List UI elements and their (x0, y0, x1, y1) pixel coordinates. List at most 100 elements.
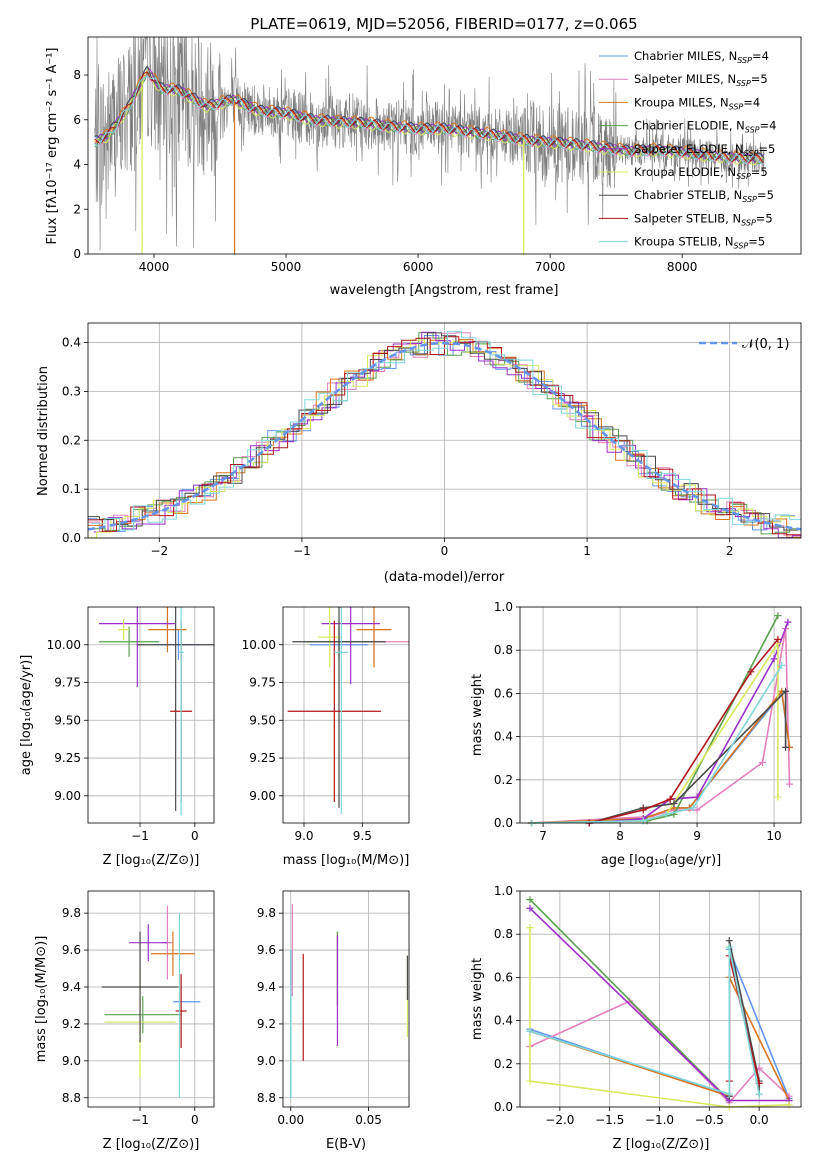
mass-weight-line (589, 621, 789, 824)
y-tick-label: 0.1 (62, 482, 81, 496)
mass-vs-ebv-panel: E(B-V) 0.00 0.05 8.8 9.0 9.2 9.4 9.6 9.8 (257, 890, 410, 1152)
y-tick-label: 9.2 (62, 1017, 81, 1031)
age-mass-axes (282, 606, 410, 824)
mass-weight-marker (693, 806, 701, 814)
y-tick-label: 4 (73, 158, 81, 172)
x-tick-label: 0.00 (277, 1113, 304, 1127)
y-tick-label: 9.00 (54, 789, 81, 803)
weight-age-axes (519, 606, 802, 824)
x-tick-label: 7 (539, 829, 547, 843)
age-z-axes (87, 606, 215, 824)
age-vs-z-panel: Z [log₁₀(Z/Z⊙)] age [log₁₀(age/yr)] −1 0 9… (19, 606, 215, 868)
weight-age-ylabel: mass weight (470, 674, 485, 756)
mass-weight-line (529, 927, 790, 1108)
model-spectrum-line (94, 66, 765, 162)
y-tick-label: 9.0 (62, 1054, 81, 1068)
x-tick-label: 1 (583, 544, 591, 558)
mass-weight-marker (689, 804, 697, 812)
weight-z-xlabel: Z [log₁₀(Z/Z⊙)] (613, 1137, 710, 1152)
y-tick-label: 0.0 (494, 816, 513, 830)
spectrum-axes (87, 36, 802, 255)
y-tick-label: 1.0 (494, 884, 513, 898)
mass-weight-marker (526, 1027, 534, 1035)
x-tick-label: 0.05 (355, 1113, 382, 1127)
y-tick-label: 8 (73, 68, 81, 82)
y-tick-label: 8.8 (257, 1091, 276, 1105)
residual-axes (87, 322, 802, 539)
x-tick-label: 0.0 (750, 1113, 769, 1127)
y-tick-label: 9.50 (54, 713, 81, 727)
y-tick-label: 0.2 (494, 773, 513, 787)
age-z-ylabel: age [log₁₀(age/yr)] (19, 655, 34, 776)
age-vs-mass-panel: mass [log₁₀(M/M⊙)] 9.0 9.5 9.00 9.25 9.50 9.7… (242, 606, 410, 868)
mass-z-xlabel: Z [log₁₀(Z/Z⊙)] (103, 1137, 200, 1152)
y-tick-label: 0.0 (494, 1100, 513, 1114)
mass-ebv-axes (282, 890, 410, 1108)
y-tick-label: 9.2 (257, 1017, 276, 1031)
legend-label: Chabrier MILES, NSSP=4 (634, 49, 769, 65)
mass-weight-marker (526, 896, 534, 904)
model-spectrum-line (94, 75, 765, 165)
gaussian-curve (87, 341, 802, 531)
y-tick-label: 2 (73, 202, 81, 216)
y-tick-label: 10.00 (242, 638, 276, 652)
mass-weight-marker (526, 904, 534, 912)
mass-weight-marker (526, 1077, 534, 1085)
x-tick-label: −1.0 (645, 1113, 674, 1127)
y-tick-label: 9.25 (54, 751, 81, 765)
y-tick-label: 9.50 (249, 713, 276, 727)
legend-label: Chabrier ELODIE, NSSP=4 (634, 119, 776, 135)
mass-weight-marker (774, 793, 782, 801)
y-tick-label: 9.4 (257, 980, 276, 994)
mass-weight-marker (666, 795, 674, 803)
age-z-xlabel: Z [log₁₀(Z/Z⊙)] (103, 853, 200, 868)
y-tick-label: 9.0 (257, 1054, 276, 1068)
y-tick-label: 9.8 (62, 906, 81, 920)
x-tick-label: −2 (150, 544, 168, 558)
model-spectrum-line (94, 68, 765, 166)
mass-weight-marker (639, 806, 647, 814)
y-tick-label: 0.4 (494, 1014, 513, 1028)
mass-z-axes (87, 890, 215, 1108)
x-tick-label: −1.5 (595, 1113, 624, 1127)
legend-label: Kroupa STELIB, NSSP=5 (634, 235, 765, 251)
gaussian-legend-label: 𝒩(0, 1) (742, 337, 789, 352)
mass-weight-marker (725, 1090, 733, 1098)
y-tick-label: 9.6 (257, 943, 276, 957)
y-tick-label: 10.00 (47, 638, 81, 652)
model-spectrum-line (94, 71, 765, 164)
x-tick-label: −1 (131, 1113, 149, 1127)
spectrum-xlabel: wavelength [Angstrom, rest frame] (330, 283, 559, 298)
residual-histogram (90, 331, 801, 531)
y-tick-label: 9.4 (62, 980, 81, 994)
weight-age-xlabel: age [log₁₀(age/yr)] (601, 853, 722, 868)
spectrum-title: PLATE=0619, MJD=52056, FIBERID=0177, z=0… (250, 15, 637, 33)
y-tick-label: 0.4 (494, 730, 513, 744)
observed-spectrum (94, 36, 765, 251)
y-tick-label: 9.75 (249, 676, 276, 690)
legend-label: Kroupa ELODIE, NSSP=5 (634, 165, 768, 181)
x-tick-label: −0.5 (695, 1113, 724, 1127)
mass-weight-marker (725, 943, 733, 951)
x-tick-label: 4000 (139, 260, 170, 274)
mass-ebv-xlabel: E(B-V) (326, 1137, 366, 1152)
mass-weight-line (529, 947, 760, 1096)
mass-weight-marker (785, 780, 793, 788)
residual-panel: (data-model)/error Normed distribution −… (36, 322, 802, 585)
legend-label: Salpeter STELIB, NSSP=5 (634, 211, 773, 227)
mass-weight-marker (782, 687, 790, 695)
x-tick-label: 9.0 (294, 829, 313, 843)
mass-vs-z-panel: Z [log₁₀(Z/Z⊙)] mass [log₁₀(M/M⊙)] −1 0 8.… (34, 890, 215, 1152)
x-tick-label: 0 (191, 829, 199, 843)
mass-weight-marker (774, 612, 782, 620)
residual-histogram (88, 332, 799, 531)
y-tick-label: 0.8 (494, 927, 513, 941)
mass-weight-marker (725, 937, 733, 945)
x-tick-label: 10 (766, 829, 781, 843)
legend-label: Salpeter MILES, NSSP=5 (634, 72, 768, 88)
mass-weight-marker (778, 661, 786, 669)
x-tick-label: 2 (726, 544, 734, 558)
y-tick-label: 8.8 (62, 1091, 81, 1105)
